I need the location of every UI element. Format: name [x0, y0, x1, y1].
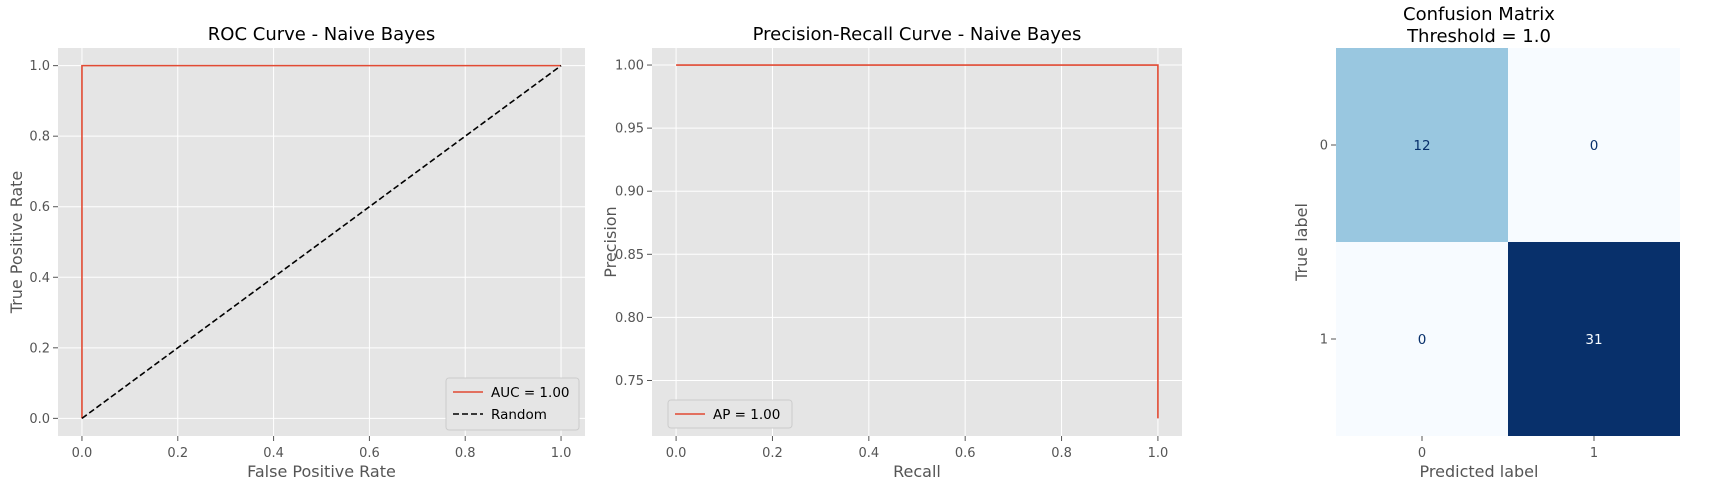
- roc-x-tick-label: 0.4: [263, 446, 284, 461]
- cm-cell-value: 0: [1590, 138, 1599, 154]
- cm-y-tick-label: 1: [1320, 333, 1328, 348]
- cm-y-tick-label: 0: [1320, 139, 1328, 154]
- pr-legend: AP = 1.00: [667, 399, 793, 429]
- cm-subtitle: Threshold = 1.0: [1406, 26, 1551, 47]
- pr-y-tick-label: 1.00: [615, 59, 644, 74]
- roc-legend-label-random: Random: [491, 407, 547, 423]
- pr-x-tick-label: 0.6: [955, 446, 976, 461]
- roc-gridlines: [58, 48, 585, 436]
- pr-series-line-0: [676, 64, 1159, 419]
- roc-y-tick-label: 0.4: [29, 271, 50, 286]
- pr-x-tick-label: 0.8: [1051, 446, 1072, 461]
- roc-x-tick-label: 0.6: [359, 446, 380, 461]
- pr-x-tick-label: 1.0: [1148, 446, 1169, 461]
- cm-cell: [1508, 48, 1680, 242]
- pr-y-tick-label: 0.75: [615, 374, 644, 389]
- roc-y-tick-label: 0.8: [29, 130, 50, 145]
- roc-series-line-1: [81, 64, 562, 420]
- roc-x-tick-label: 0.8: [455, 446, 476, 461]
- pr-x-tick-label: 0.2: [762, 446, 783, 461]
- pr-y-label: Precision: [601, 206, 620, 277]
- roc-x-label: False Positive Rate: [247, 462, 396, 481]
- pr-y-tick-label: 0.90: [615, 185, 644, 200]
- pr-x-label: Recall: [893, 462, 941, 481]
- roc-x-tick-label: 1.0: [551, 446, 572, 461]
- pr-plot-area: [652, 48, 1182, 436]
- cm-x-label: Predicted label: [1420, 462, 1539, 481]
- pr-legend-label-ap: AP = 1.00: [713, 407, 780, 423]
- roc-y-ticks: 0.0 0.2 0.4 0.6 0.8 1.0: [29, 59, 58, 427]
- roc-y-tick-label: 0.0: [29, 412, 50, 427]
- roc-legend-box: [445, 377, 580, 431]
- roc-title: ROC Curve - Naive Bayes: [208, 24, 435, 45]
- pr-x-ticks: 0.0 0.2 0.4 0.6 0.8 1.0: [666, 436, 1169, 461]
- roc-legend-label-auc: AUC = 1.00: [491, 385, 570, 401]
- pr-y-tick-label: 0.80: [615, 311, 644, 326]
- pr-y-tick-label: 0.95: [615, 122, 644, 137]
- cm-title: Confusion Matrix: [1403, 4, 1555, 25]
- roc-chart: 0.0 0.2 0.4 0.6 0.8 1.0 0.0 0.2 0.4 0.6 0.8 1.0 RO…: [7, 24, 585, 481]
- cm-cell: [1336, 242, 1508, 436]
- roc-series: [81, 64, 562, 420]
- pr-x-tick-label: 0.0: [666, 446, 687, 461]
- pr-series: [676, 64, 1159, 419]
- cm-cell-value: 12: [1413, 138, 1430, 154]
- roc-y-tick-label: 0.6: [29, 200, 50, 215]
- cm-x-tick-label: 1: [1590, 446, 1598, 461]
- cm-cell: [1336, 48, 1508, 242]
- roc-y-tick-label: 1.0: [29, 59, 50, 74]
- cm-cell-value: 0: [1418, 332, 1427, 348]
- roc-y-tick-label: 0.2: [29, 341, 50, 356]
- pr-chart: 0.0 0.2 0.4 0.6 0.8 1.0 0.75 0.80 0.85 0.90 0.95 1…: [601, 24, 1182, 481]
- cm-y-label: True label: [1292, 203, 1311, 282]
- pr-title: Precision-Recall Curve - Naive Bayes: [753, 24, 1082, 45]
- roc-y-label: True Positive Rate: [7, 171, 26, 315]
- cm-x-tick-label: 0: [1418, 446, 1426, 461]
- pr-y-ticks: 0.75 0.80 0.85 0.90 0.95 1.00: [615, 59, 652, 389]
- roc-series-line-0: [81, 64, 562, 419]
- pr-legend-box: [667, 399, 793, 429]
- roc-legend: AUC = 1.00 Random: [445, 377, 580, 431]
- cm-y-ticks: 01: [1320, 139, 1336, 348]
- pr-y-tick-label: 0.85: [615, 248, 644, 263]
- roc-x-ticks: 0.0 0.2 0.4 0.6 0.8 1.0: [72, 436, 572, 461]
- cm-cells: 12 0 0 31: [1336, 48, 1680, 436]
- pr-x-tick-label: 0.4: [858, 446, 879, 461]
- roc-x-tick-label: 0.0: [72, 446, 93, 461]
- cm-cell-value: 31: [1585, 332, 1602, 348]
- roc-x-tick-label: 0.2: [167, 446, 188, 461]
- cm-cell: [1508, 242, 1680, 436]
